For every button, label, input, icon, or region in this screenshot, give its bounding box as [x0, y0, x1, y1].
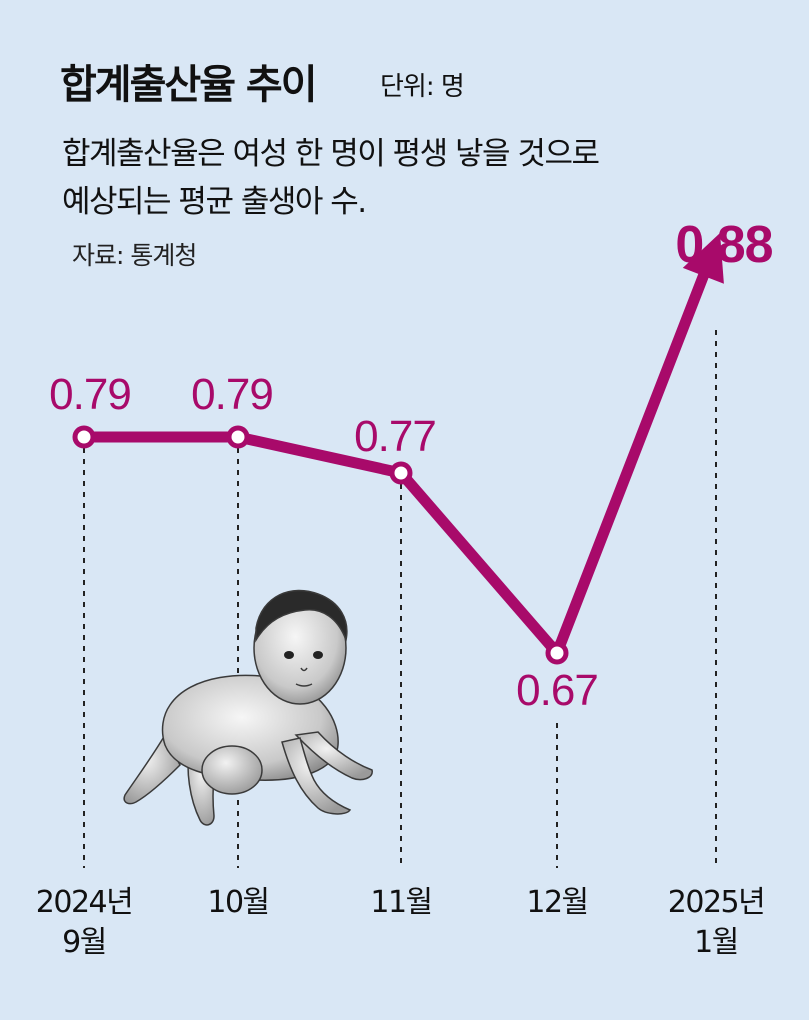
- chart-title: 합계출산율 추이: [60, 62, 318, 108]
- baby-illustration: [123, 589, 373, 826]
- subtitle-line-2: 예상되는 평균 출생아 수.: [62, 184, 367, 220]
- source-label: 자료: 통계청: [72, 241, 197, 270]
- data-label: 0.88: [675, 216, 772, 274]
- x-tick-label: 11월: [370, 885, 431, 920]
- data-label: 0.79: [49, 370, 131, 419]
- x-axis-ticks: 2024년 9월 10월 11월 12월 2025년 1월: [36, 885, 766, 960]
- data-points: [72, 425, 569, 665]
- subtitle-line-1: 합계출산율은 여성 한 명이 평생 낳을 것으로: [62, 136, 600, 172]
- data-label: 0.77: [354, 412, 436, 461]
- data-point: [389, 461, 413, 485]
- data-label: 0.79: [191, 370, 273, 419]
- x-tick-label: 2025년 1월: [668, 885, 764, 960]
- x-tick-label: 12월: [526, 885, 587, 920]
- data-point: [226, 425, 250, 449]
- arrow-head-icon: [682, 233, 724, 284]
- data-point: [545, 641, 569, 665]
- x-tick-label: 2024년 9월: [36, 885, 132, 960]
- unit-label: 단위: 명: [380, 72, 465, 102]
- data-label: 0.67: [516, 666, 598, 715]
- data-labels: 0.79 0.79 0.77 0.67 0.88: [49, 216, 773, 715]
- data-point: [72, 425, 96, 449]
- x-tick-label: 10월: [207, 885, 268, 920]
- guide-lines: [83, 330, 717, 868]
